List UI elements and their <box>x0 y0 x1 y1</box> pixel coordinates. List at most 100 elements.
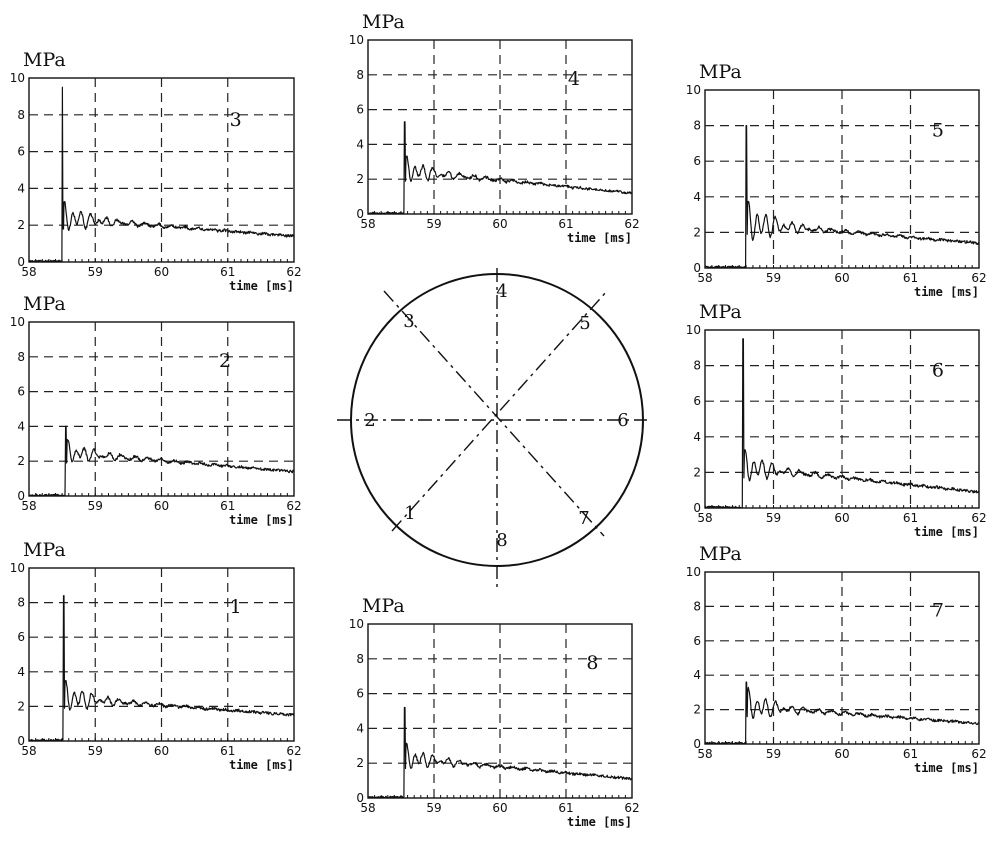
x-tick-label: 60 <box>834 747 849 761</box>
x-tick-label: 61 <box>220 744 235 758</box>
x-axis-label: time [ms] <box>914 761 979 775</box>
y-tick-label: 6 <box>693 634 701 648</box>
x-axis-label: time [ms] <box>567 231 632 245</box>
y-tick-label: 6 <box>693 394 701 408</box>
y-tick-label: 8 <box>693 119 701 133</box>
y-tick-label: 10 <box>10 71 25 85</box>
x-tick-label: 62 <box>286 744 301 758</box>
y-axis-unit: MPa <box>699 543 742 565</box>
y-tick-label: 6 <box>356 687 364 701</box>
y-tick-label: 8 <box>17 350 25 364</box>
sensor-label-1: 1 <box>404 503 415 524</box>
x-tick-label: 59 <box>426 801 441 815</box>
y-tick-label: 4 <box>693 430 701 444</box>
x-axis-label: time [ms] <box>229 758 294 772</box>
y-tick-label: 6 <box>17 385 25 399</box>
sensor-label-3: 3 <box>403 311 414 332</box>
y-tick-label: 2 <box>356 172 364 186</box>
x-tick-label: 59 <box>426 217 441 231</box>
pressure-trace <box>28 425 295 497</box>
panel-number: 5 <box>932 119 944 141</box>
x-tick-label: 60 <box>492 801 507 815</box>
panel-number: 3 <box>230 109 242 131</box>
y-tick-label: 4 <box>356 721 364 735</box>
panel-number: 4 <box>568 68 580 90</box>
x-tick-label: 62 <box>286 499 301 513</box>
y-tick-label: 2 <box>693 465 701 479</box>
y-tick-label: 10 <box>686 323 701 337</box>
pressure-trace <box>28 595 295 742</box>
x-tick-label: 58 <box>697 271 712 285</box>
plot-frame <box>28 567 295 742</box>
x-axis-label: time [ms] <box>229 513 294 527</box>
y-axis-unit: MPa <box>362 595 405 617</box>
x-tick-label: 61 <box>903 747 918 761</box>
x-tick-label: 61 <box>903 511 918 525</box>
y-axis-unit: MPa <box>699 61 742 83</box>
y-tick-label: 6 <box>17 630 25 644</box>
y-tick-label: 4 <box>17 181 25 195</box>
x-tick-label: 61 <box>220 265 235 279</box>
pressure-trace <box>28 86 295 263</box>
x-tick-label: 59 <box>88 265 103 279</box>
x-tick-label: 62 <box>971 271 986 285</box>
y-tick-label: 4 <box>356 137 364 151</box>
y-tick-label: 8 <box>356 68 364 82</box>
x-tick-label: 61 <box>558 801 573 815</box>
pressure-trace <box>704 338 980 509</box>
y-tick-label: 0 <box>693 501 701 515</box>
x-tick-label: 59 <box>88 499 103 513</box>
x-tick-label: 59 <box>88 744 103 758</box>
sensor-label-8: 8 <box>496 530 507 551</box>
sensor-label-5: 5 <box>579 313 590 334</box>
pressure-trace <box>367 706 633 799</box>
y-tick-label: 0 <box>356 207 364 221</box>
x-tick-label: 62 <box>286 265 301 279</box>
sensor-label-7: 7 <box>578 508 589 529</box>
y-tick-label: 4 <box>17 665 25 679</box>
sensor-position-diagram: 1 2 3 4 5 6 7 8 <box>337 268 647 588</box>
y-tick-label: 0 <box>693 737 701 751</box>
y-axis-unit: MPa <box>23 49 66 71</box>
axis-diagonal-2 <box>383 290 605 537</box>
y-tick-label: 10 <box>686 83 701 97</box>
x-tick-label: 62 <box>971 747 986 761</box>
y-tick-label: 8 <box>356 652 364 666</box>
x-axis-label: time [ms] <box>567 815 632 829</box>
y-tick-label: 4 <box>17 419 25 433</box>
x-axis-label: time [ms] <box>914 525 979 539</box>
x-tick-label: 59 <box>766 747 781 761</box>
axis-diagonal-1 <box>391 290 608 532</box>
y-tick-label: 0 <box>17 255 25 269</box>
y-tick-label: 8 <box>693 359 701 373</box>
x-tick-label: 59 <box>766 511 781 525</box>
x-tick-label: 60 <box>154 744 169 758</box>
y-tick-label: 6 <box>693 154 701 168</box>
x-tick-label: 58 <box>697 511 712 525</box>
x-tick-label: 60 <box>834 271 849 285</box>
y-tick-label: 2 <box>17 699 25 713</box>
plot-frame <box>28 321 295 497</box>
panel-number: 8 <box>586 652 598 674</box>
x-tick-label: 62 <box>971 511 986 525</box>
x-tick-label: 60 <box>154 265 169 279</box>
y-axis-unit: MPa <box>362 11 405 33</box>
pressure-trace <box>704 681 980 745</box>
y-tick-label: 4 <box>693 190 701 204</box>
y-tick-label: 8 <box>17 596 25 610</box>
panel-number: 2 <box>219 350 231 372</box>
y-tick-label: 10 <box>10 315 25 329</box>
y-tick-label: 8 <box>693 599 701 613</box>
panel-number: 7 <box>932 600 944 622</box>
sensor-label-2: 2 <box>364 410 375 431</box>
y-tick-label: 6 <box>356 103 364 117</box>
plot-frame <box>367 623 633 799</box>
pressure-trace <box>704 125 980 269</box>
y-tick-label: 8 <box>17 108 25 122</box>
